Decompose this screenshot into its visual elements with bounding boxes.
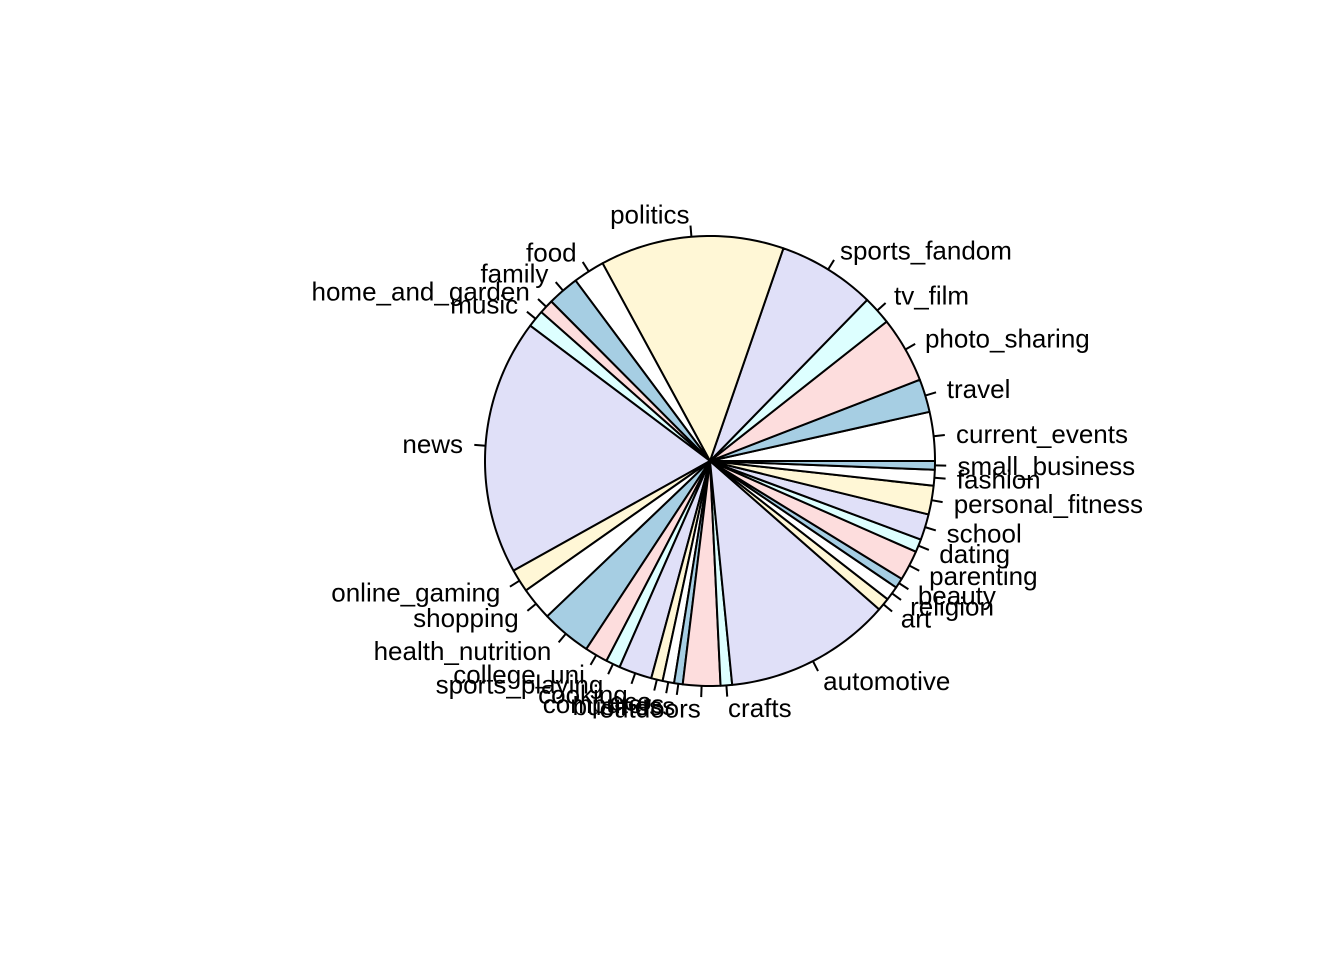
- slice-cooking: [618, 460, 711, 680]
- label-crafts: crafts: [728, 693, 792, 723]
- tick-tv-film: [876, 302, 887, 312]
- label-religion: religion: [910, 592, 994, 622]
- label-beauty: beauty: [918, 580, 996, 610]
- tick-online-gaming: [509, 579, 521, 588]
- label-personal-fitness: personal_fitness: [954, 489, 1143, 519]
- tick-business: [675, 683, 680, 696]
- tick-crafts: [725, 685, 729, 697]
- tick-food: [581, 261, 590, 272]
- tick-family: [554, 281, 564, 292]
- tick-news: [474, 443, 486, 447]
- tick-music: [526, 310, 537, 320]
- slice-family: [550, 279, 711, 462]
- tick-art: [882, 603, 893, 613]
- label-home-and-garden: home_and_garden: [312, 276, 530, 306]
- label-fashion: fashion: [957, 464, 1041, 494]
- label-computers: computers: [543, 689, 664, 719]
- label-online-gaming: online_gaming: [331, 578, 500, 608]
- tick-sports-fandom: [827, 259, 835, 271]
- label-shopping: shopping: [413, 603, 519, 633]
- label-cooking: cooking: [538, 679, 628, 709]
- tick-sports-playing: [607, 663, 614, 675]
- slice-news: [484, 324, 711, 572]
- label-eco: eco: [610, 687, 652, 717]
- label-food: food: [526, 237, 577, 267]
- slice-food: [574, 262, 711, 462]
- tick-shopping: [526, 602, 537, 612]
- label-politics: politics: [610, 199, 689, 229]
- slice-school: [709, 460, 930, 541]
- label-tv-film: tv_film: [894, 280, 969, 310]
- tick-politics: [689, 225, 693, 237]
- tick-home-and-garden: [537, 298, 547, 308]
- tick-religion: [891, 592, 902, 601]
- label-sports-fandom: sports_fandom: [840, 235, 1012, 265]
- label-news: news: [402, 429, 463, 459]
- tick-parenting: [908, 564, 920, 572]
- pie-slices: [484, 235, 936, 687]
- label-music: music: [450, 290, 518, 320]
- tick-automotive: [812, 660, 819, 672]
- label-automotive: automotive: [823, 666, 950, 696]
- tick-eco: [653, 679, 658, 691]
- tick-computers: [665, 681, 670, 694]
- label-sports-playing: sports_playing: [436, 669, 604, 699]
- label-art: art: [901, 604, 932, 634]
- label-college-uni: college_uni: [453, 660, 585, 690]
- tick-dating: [918, 544, 930, 551]
- tick-travel: [924, 391, 937, 397]
- label-health-nutrition: health_nutrition: [374, 636, 552, 666]
- tick-beauty: [898, 582, 909, 591]
- label-business: business: [573, 691, 676, 721]
- label-travel: travel: [947, 374, 1011, 404]
- label-school: school: [947, 519, 1022, 549]
- tick-cooking: [630, 672, 637, 685]
- tick-current-events: [933, 434, 945, 438]
- label-photo-sharing: photo_sharing: [925, 323, 1090, 353]
- label-ticks: [474, 225, 947, 698]
- tick-fashion: [934, 476, 946, 480]
- label-small-business: small_business: [957, 451, 1135, 481]
- label-outdoors: outdoors: [600, 693, 701, 723]
- label-family: family: [480, 259, 548, 289]
- slice-shopping: [524, 460, 711, 618]
- slice-labels: current_events travel photo_sharing tv_film…: [312, 199, 1144, 723]
- tick-personal-fitness: [931, 499, 943, 504]
- label-current-events: current_events: [956, 419, 1128, 449]
- tick-college-uni: [589, 654, 598, 666]
- tick-school: [924, 526, 937, 532]
- tick-health-nutrition: [557, 633, 567, 644]
- label-parenting: parenting: [929, 561, 1037, 591]
- tick-photo-sharing: [904, 343, 916, 351]
- label-dating: dating: [939, 539, 1010, 569]
